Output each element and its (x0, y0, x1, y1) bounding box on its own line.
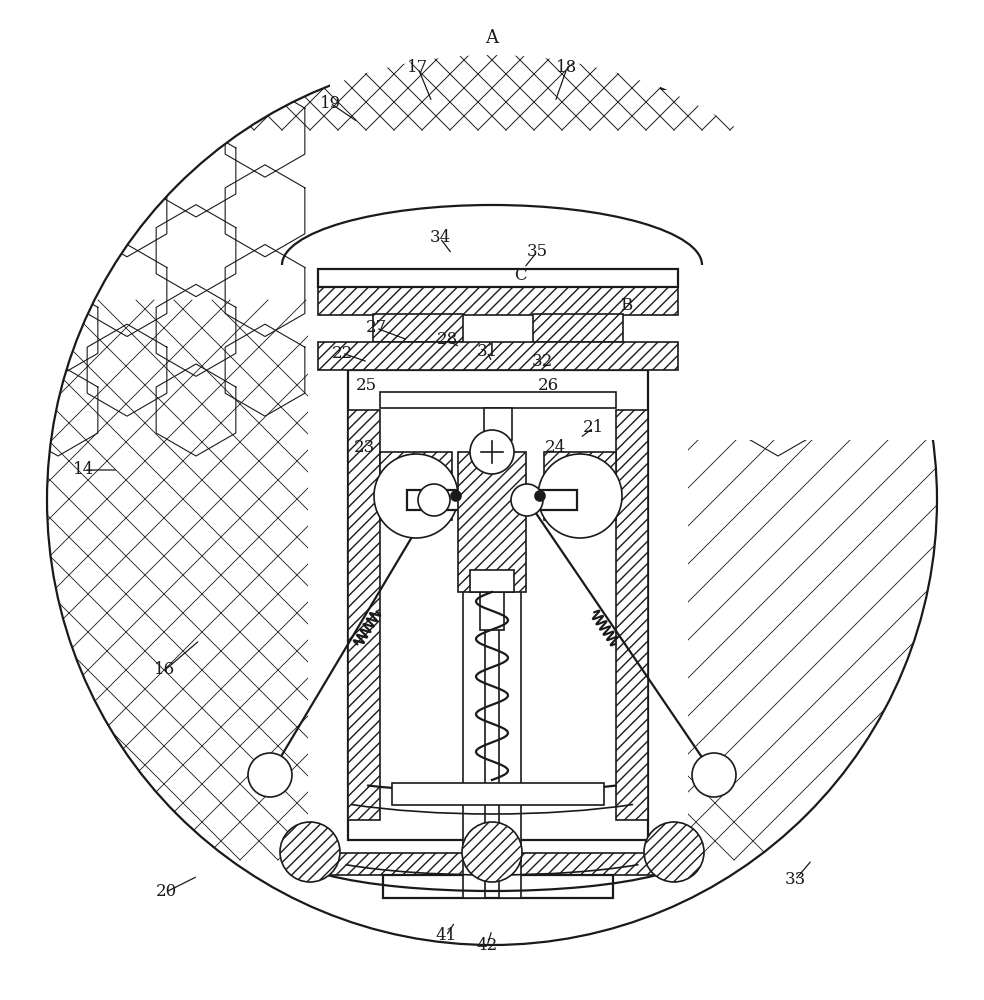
Bar (484, 408, 512, 440)
Circle shape (374, 454, 458, 538)
Text: 34: 34 (429, 230, 451, 246)
Bar (318, 287, 678, 315)
Circle shape (511, 484, 543, 516)
Circle shape (451, 491, 461, 501)
Bar (330, 40, 660, 900)
Text: 27: 27 (365, 320, 387, 336)
Text: 25: 25 (355, 377, 377, 394)
Text: 20: 20 (155, 884, 176, 900)
Bar (544, 452, 616, 520)
Bar (348, 370, 648, 840)
Text: 14: 14 (74, 462, 94, 479)
Circle shape (535, 491, 545, 501)
Bar (463, 510, 485, 898)
Bar (480, 510, 504, 630)
Circle shape (462, 822, 522, 882)
Circle shape (248, 753, 292, 797)
Text: 28: 28 (436, 332, 458, 349)
Text: 21: 21 (583, 420, 603, 436)
Bar (533, 314, 623, 342)
Circle shape (692, 753, 736, 797)
Bar (499, 510, 521, 898)
Bar (392, 783, 604, 805)
Text: 17: 17 (407, 60, 429, 77)
Circle shape (418, 484, 450, 516)
Bar (407, 490, 577, 510)
Bar (380, 452, 452, 520)
Bar (616, 410, 648, 820)
Bar (323, 853, 673, 875)
Bar (373, 314, 463, 342)
Bar (458, 452, 526, 592)
Circle shape (280, 822, 340, 882)
Bar (348, 410, 380, 820)
Bar (318, 342, 678, 370)
Circle shape (470, 430, 514, 474)
Text: 26: 26 (537, 377, 559, 394)
Circle shape (538, 454, 622, 538)
Text: 33: 33 (784, 871, 806, 888)
Bar (325, 90, 665, 440)
Bar (308, 170, 688, 860)
Bar (640, 90, 980, 440)
Text: 41: 41 (435, 928, 457, 944)
Bar (383, 875, 613, 898)
Circle shape (644, 822, 704, 882)
Text: 32: 32 (531, 354, 553, 370)
Text: 35: 35 (526, 243, 547, 260)
Text: 19: 19 (320, 95, 340, 111)
Text: 24: 24 (544, 440, 566, 456)
Bar (380, 392, 616, 408)
Text: B: B (620, 298, 632, 314)
Bar (470, 570, 514, 592)
Text: 16: 16 (154, 662, 175, 678)
Text: 42: 42 (476, 938, 498, 954)
Text: 31: 31 (476, 344, 498, 360)
Bar (318, 269, 678, 287)
Text: A: A (485, 29, 499, 47)
Text: 18: 18 (556, 60, 578, 77)
Text: 22: 22 (332, 344, 352, 361)
Text: C: C (514, 266, 526, 284)
Circle shape (47, 55, 937, 945)
Text: 23: 23 (353, 440, 375, 456)
